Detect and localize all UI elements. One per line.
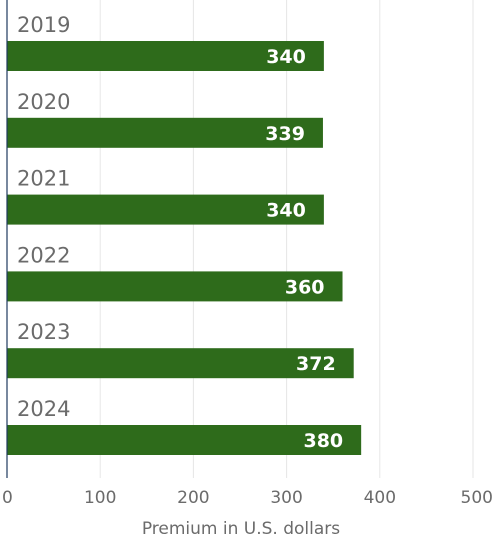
bar [7, 348, 354, 379]
bar [7, 117, 323, 148]
bar-value-label: 340 [266, 200, 306, 222]
gridlines [99, 0, 474, 478]
x-tick-label: 500 [461, 488, 493, 508]
category-label: 2019 [17, 13, 70, 37]
category-label: 2022 [17, 243, 70, 267]
x-tick-label: 0 [2, 488, 13, 508]
x-axis-ticks: 0 100 200 300 400 500 [2, 488, 493, 508]
bar-value-label: 339 [265, 123, 305, 145]
category-label: 2021 [17, 167, 70, 191]
bar-value-label: 380 [303, 430, 343, 452]
x-tick-label: 300 [270, 488, 302, 508]
x-axis-title: Premium in U.S. dollars [142, 519, 340, 539]
bar-value-label: 360 [285, 276, 325, 298]
x-tick-label: 400 [364, 488, 396, 508]
category-label: 2020 [17, 90, 70, 114]
bars-group: 2019 340 2020 339 2021 340 2022 360 2023 372 2024 3… [7, 13, 362, 455]
bar [7, 194, 324, 225]
bar-value-label: 340 [266, 46, 306, 68]
bar [7, 425, 362, 455]
x-tick-label: 100 [84, 488, 116, 508]
category-label: 2023 [17, 320, 70, 344]
bar [7, 271, 343, 302]
category-label: 2024 [17, 397, 70, 421]
bar [7, 41, 324, 71]
bar-value-label: 372 [296, 353, 336, 375]
x-tick-label: 200 [177, 488, 209, 508]
